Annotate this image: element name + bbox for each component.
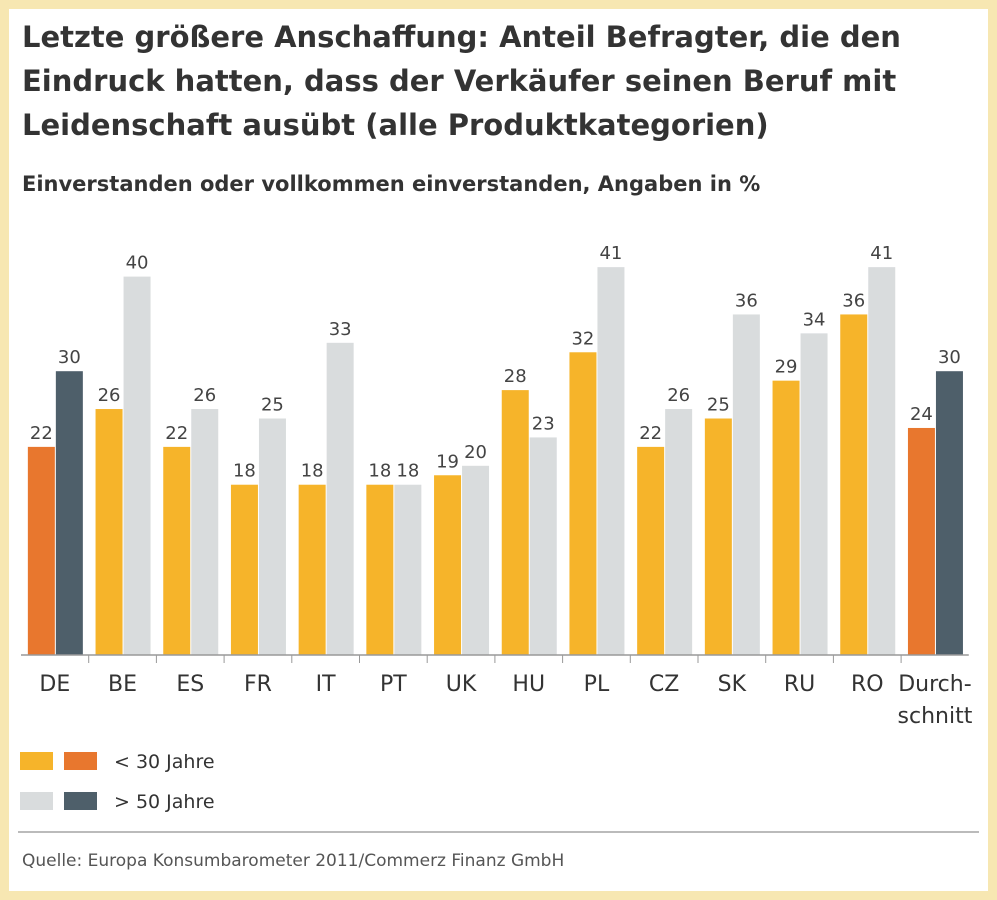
value-label: 22 bbox=[639, 423, 662, 444]
value-label: 40 bbox=[126, 253, 149, 274]
bar bbox=[95, 409, 123, 655]
value-label: 22 bbox=[30, 423, 53, 444]
value-label: 36 bbox=[735, 290, 758, 311]
legend-swatch bbox=[64, 792, 97, 810]
value-label: 25 bbox=[261, 395, 284, 416]
value-label: 41 bbox=[870, 243, 893, 264]
bar bbox=[462, 465, 490, 655]
bar bbox=[665, 409, 693, 655]
bar bbox=[840, 314, 868, 655]
bar bbox=[123, 276, 151, 655]
legend-swatch bbox=[64, 752, 97, 770]
value-label: 24 bbox=[910, 404, 933, 425]
value-label: 26 bbox=[98, 385, 121, 406]
bar bbox=[230, 484, 258, 655]
value-label: 18 bbox=[396, 461, 419, 482]
bar bbox=[569, 352, 597, 655]
bar bbox=[258, 418, 286, 655]
bar bbox=[501, 390, 529, 655]
legend-label: > 50 Jahre bbox=[114, 791, 215, 813]
bar bbox=[597, 267, 625, 655]
bar bbox=[637, 446, 665, 655]
value-label: 19 bbox=[436, 451, 459, 472]
bar bbox=[326, 342, 354, 655]
chart-subtitle: Einverstanden oder vollkommen einverstan… bbox=[22, 172, 761, 196]
bar bbox=[55, 371, 83, 655]
chart-title: Letzte größere Anschaffung: Anteil Befra… bbox=[22, 20, 901, 142]
x-tick-label: RO bbox=[850, 672, 884, 697]
bar bbox=[935, 371, 963, 655]
value-label: 18 bbox=[233, 461, 256, 482]
value-label: 30 bbox=[938, 347, 961, 368]
value-label: 36 bbox=[842, 290, 865, 311]
value-label: 28 bbox=[504, 366, 527, 387]
value-label: 32 bbox=[571, 328, 594, 349]
x-tick-label: IT bbox=[315, 672, 336, 697]
legend-swatch bbox=[20, 792, 53, 810]
bar bbox=[772, 380, 800, 655]
bar bbox=[163, 446, 191, 655]
x-tick-label: DE bbox=[39, 672, 71, 697]
value-label: 30 bbox=[58, 347, 81, 368]
x-tick-label: PL bbox=[583, 672, 610, 697]
x-tick-label: BE bbox=[108, 672, 138, 697]
bar bbox=[394, 484, 422, 655]
bar bbox=[800, 333, 828, 655]
bar bbox=[191, 409, 219, 655]
bar bbox=[907, 427, 935, 655]
value-label: 29 bbox=[775, 357, 798, 378]
bar bbox=[366, 484, 394, 655]
source-note: Quelle: Europa Konsumbarometer 2011/Comm… bbox=[22, 851, 565, 871]
bar bbox=[732, 314, 760, 655]
x-tick-label: UK bbox=[445, 672, 477, 697]
bar bbox=[704, 418, 732, 655]
value-label: 34 bbox=[803, 309, 826, 330]
value-label: 18 bbox=[301, 461, 324, 482]
value-label: 25 bbox=[707, 395, 730, 416]
bar bbox=[27, 446, 55, 655]
value-label: 26 bbox=[667, 385, 690, 406]
value-label: 33 bbox=[329, 319, 352, 340]
x-tick-label: RU bbox=[783, 672, 816, 697]
x-tick-label: FR bbox=[243, 672, 272, 697]
value-label: 26 bbox=[193, 385, 216, 406]
x-tick-label: CZ bbox=[648, 672, 680, 697]
value-label: 20 bbox=[464, 442, 487, 463]
bar bbox=[868, 267, 896, 655]
value-label: 18 bbox=[368, 461, 391, 482]
legend-label: < 30 Jahre bbox=[114, 751, 215, 773]
x-tick-label: HU bbox=[512, 672, 546, 697]
bar bbox=[529, 437, 557, 655]
x-tick-label: ES bbox=[176, 672, 205, 697]
legend-swatch bbox=[20, 752, 53, 770]
value-label: 22 bbox=[165, 423, 188, 444]
value-label: 41 bbox=[599, 243, 622, 264]
x-tick-label: PT bbox=[379, 672, 407, 697]
x-tick-label: SK bbox=[717, 672, 747, 697]
x-tick-label: Durch- schnitt bbox=[897, 672, 973, 729]
bar bbox=[434, 475, 462, 655]
bar bbox=[298, 484, 326, 655]
value-label: 23 bbox=[532, 413, 555, 434]
